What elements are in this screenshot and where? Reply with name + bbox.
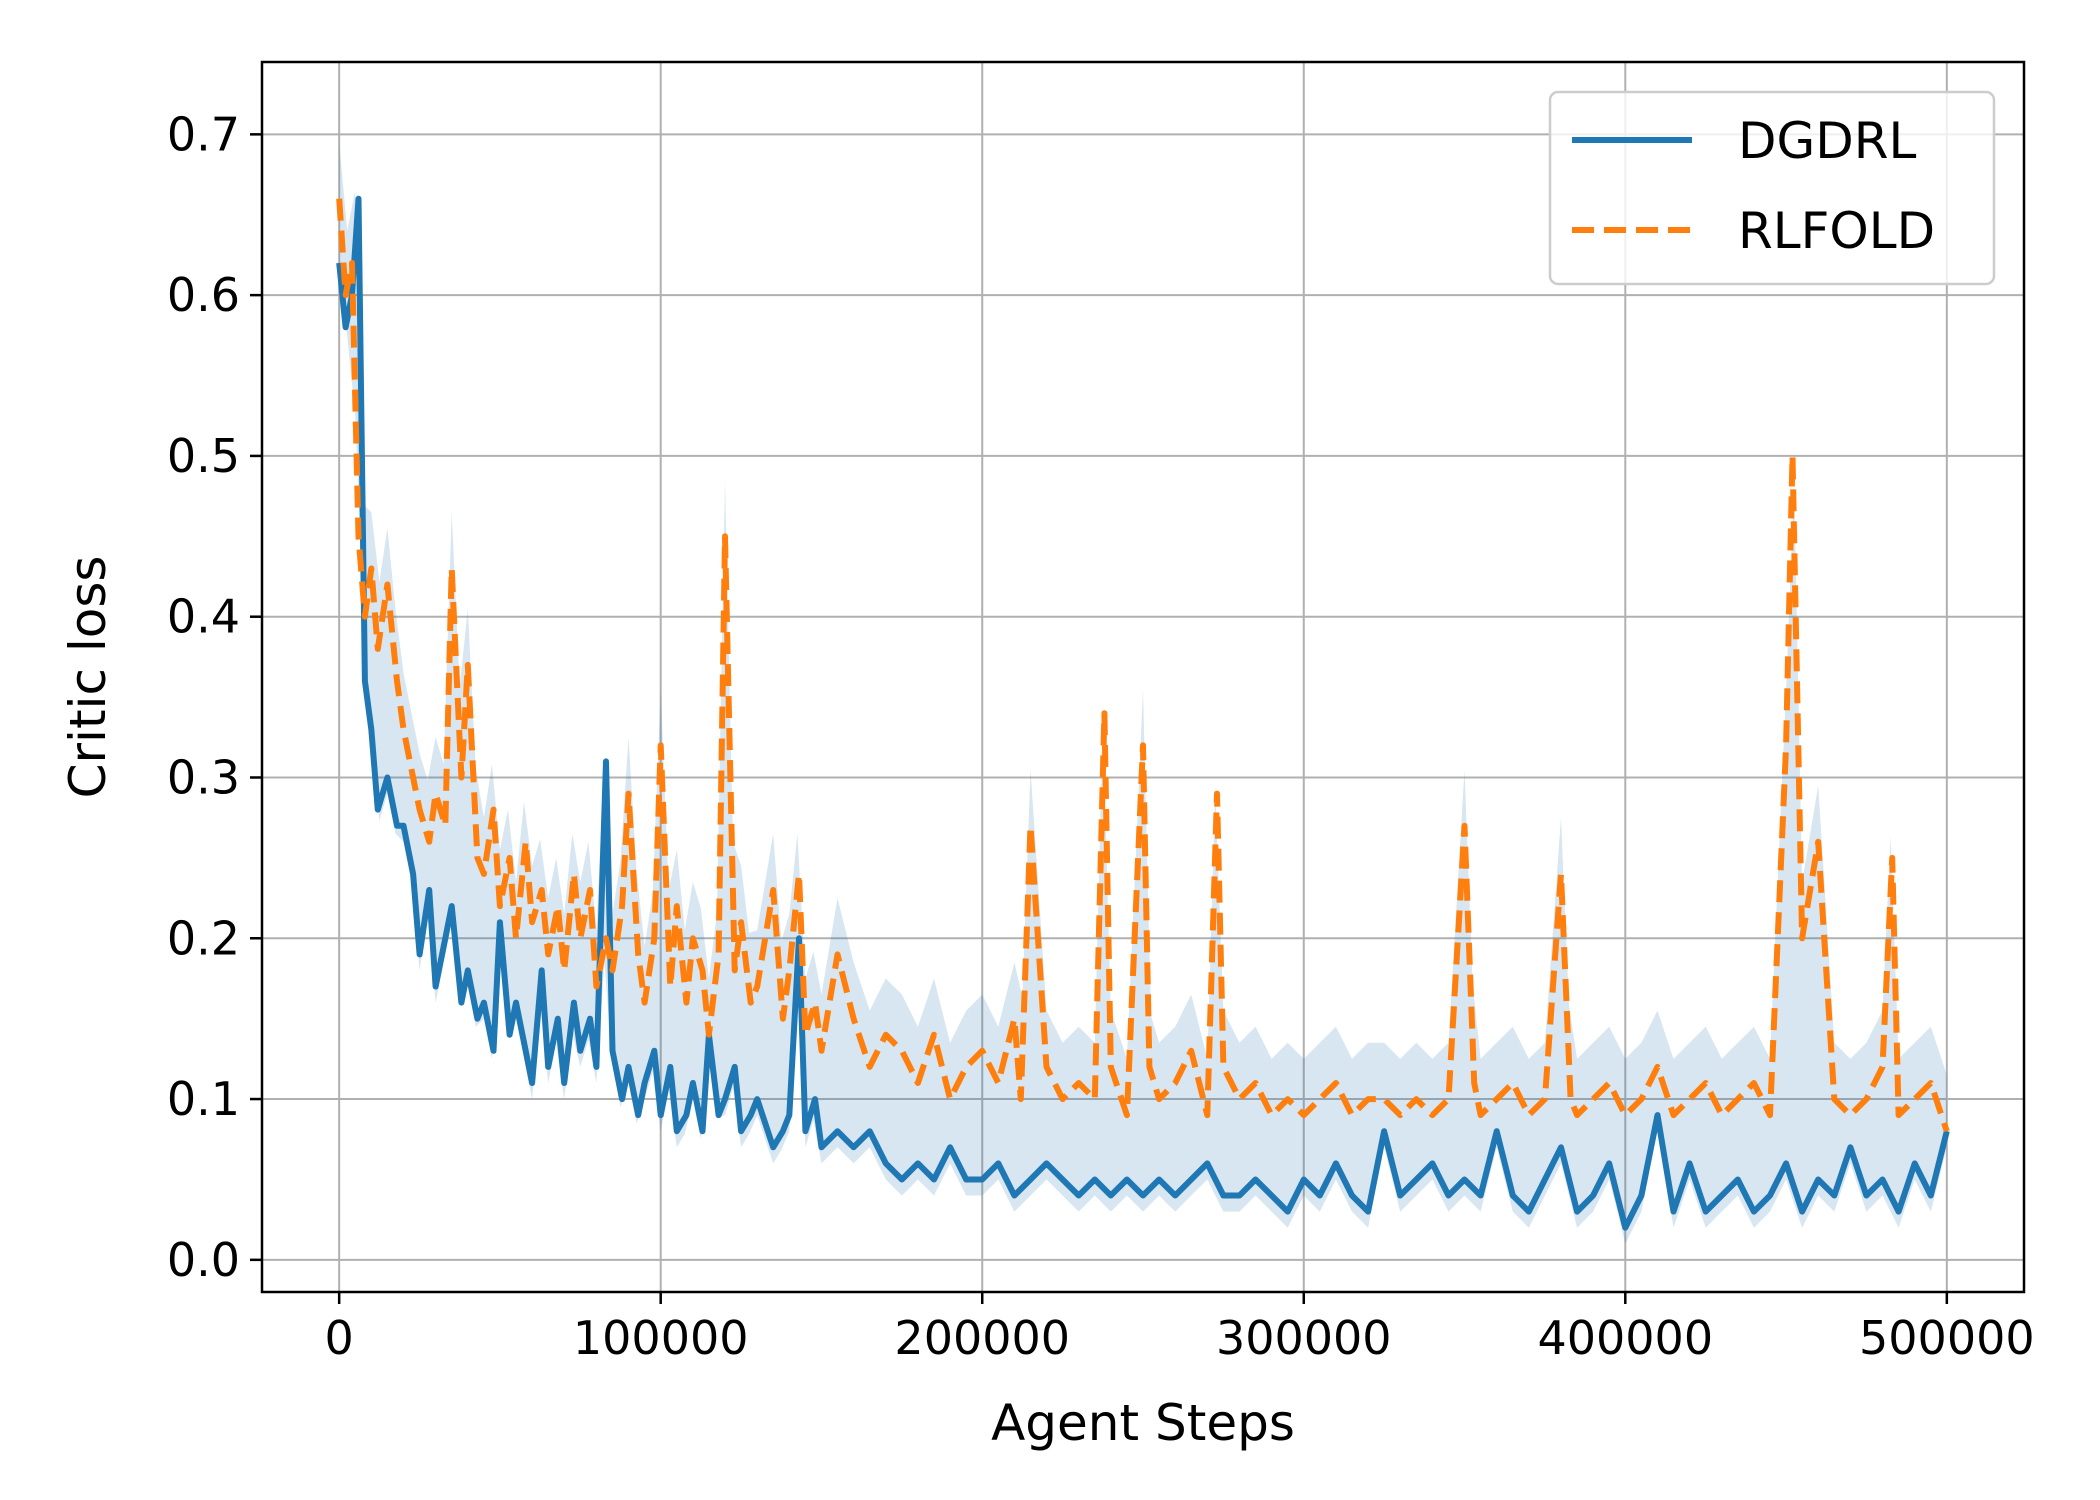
x-tick-label: 400000 [1537,1311,1713,1365]
plot-frame [260,60,2026,1294]
y-tick-label: 0.5 [167,429,240,483]
y-axis: 0.0 0.1 0.2 0.3 0.4 0.5 0.6 0.7 [167,107,262,1287]
x-axis: 0 100000 200000 300000 400000 500000 [325,1292,2035,1365]
confidence-band [339,142,1947,1244]
y-tick-label: 0.2 [167,911,240,965]
x-axis-label: Agent Steps [991,1394,1295,1452]
y-tick-label: 0.6 [167,268,240,322]
band-layer [339,142,1947,1244]
legend-label-rlfold: RLFOLD [1738,202,1935,260]
x-tick-label: 0 [325,1311,354,1365]
x-tick-label: 300000 [1216,1311,1392,1365]
x-tick-label: 200000 [894,1311,1070,1365]
y-tick-label: 0.7 [167,107,240,161]
x-tick-label: 100000 [573,1311,749,1365]
y-tick-label: 0.1 [167,1072,240,1126]
series-line-dgdrl [336,195,1950,1231]
y-axis-label: Critic loss [59,556,117,799]
legend: DGDRL RLFOLD [1548,90,1996,286]
y-tick-label: 0.3 [167,750,240,804]
series-layer [336,195,1950,1231]
x-tick-label: 500000 [1859,1311,2035,1365]
legend-label-dgdrl: DGDRL [1738,112,1916,170]
y-tick-label: 0.4 [167,590,240,644]
y-tick-label: 0.0 [167,1233,240,1287]
